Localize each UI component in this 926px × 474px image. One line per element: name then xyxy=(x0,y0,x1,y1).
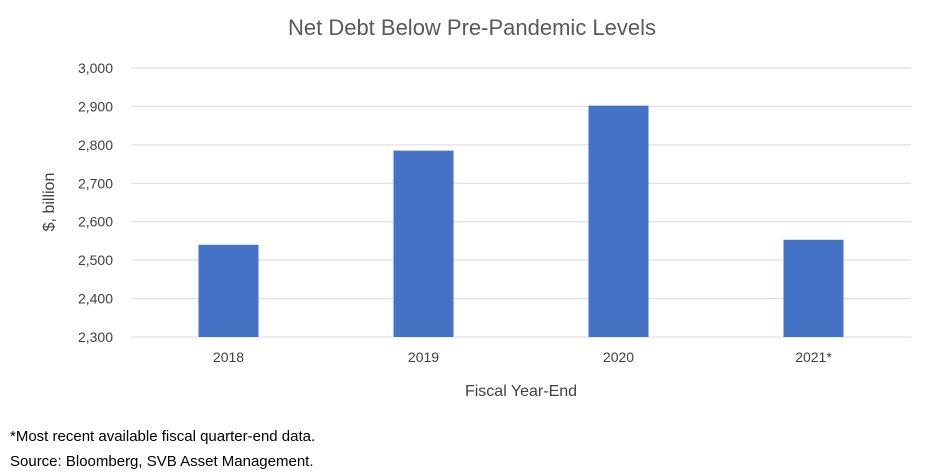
footnote: *Most recent available fiscal quarter-en… xyxy=(10,428,316,445)
x-tick-label: 2020 xyxy=(603,349,634,365)
y-tick-label: 2,900 xyxy=(78,98,113,114)
y-tick-label: 2,500 xyxy=(78,252,113,268)
x-tick-label: 2018 xyxy=(213,349,244,365)
y-tick-label: 2,700 xyxy=(78,175,113,191)
y-axis-ticks: 2,300 2,400 2,500 2,600 2,700 2,800 2,900 3,000 xyxy=(78,60,113,345)
x-tick-label: 2021* xyxy=(795,349,832,365)
y-tick-label: 2,800 xyxy=(78,137,113,153)
y-tick-label: 2,600 xyxy=(78,214,113,230)
bars xyxy=(198,105,844,337)
x-axis-ticks: 2018 2019 2020 2021* xyxy=(213,349,832,365)
gridlines xyxy=(131,67,911,338)
bar-2019 xyxy=(393,150,454,337)
y-tick-label: 3,000 xyxy=(78,60,113,76)
y-tick-label: 2,400 xyxy=(78,291,113,307)
chart-title: Net Debt Below Pre-Pandemic Levels xyxy=(288,15,656,40)
y-axis-label: $, billion xyxy=(41,173,58,232)
bar-2020 xyxy=(588,105,649,337)
source-note: Source: Bloomberg, SVB Asset Management. xyxy=(10,453,314,470)
bar-2018 xyxy=(198,244,259,337)
bar-2021-star xyxy=(783,239,844,337)
x-axis-label: Fiscal Year-End xyxy=(465,383,577,400)
y-tick-label: 2,300 xyxy=(78,329,113,345)
x-tick-label: 2019 xyxy=(408,349,439,365)
